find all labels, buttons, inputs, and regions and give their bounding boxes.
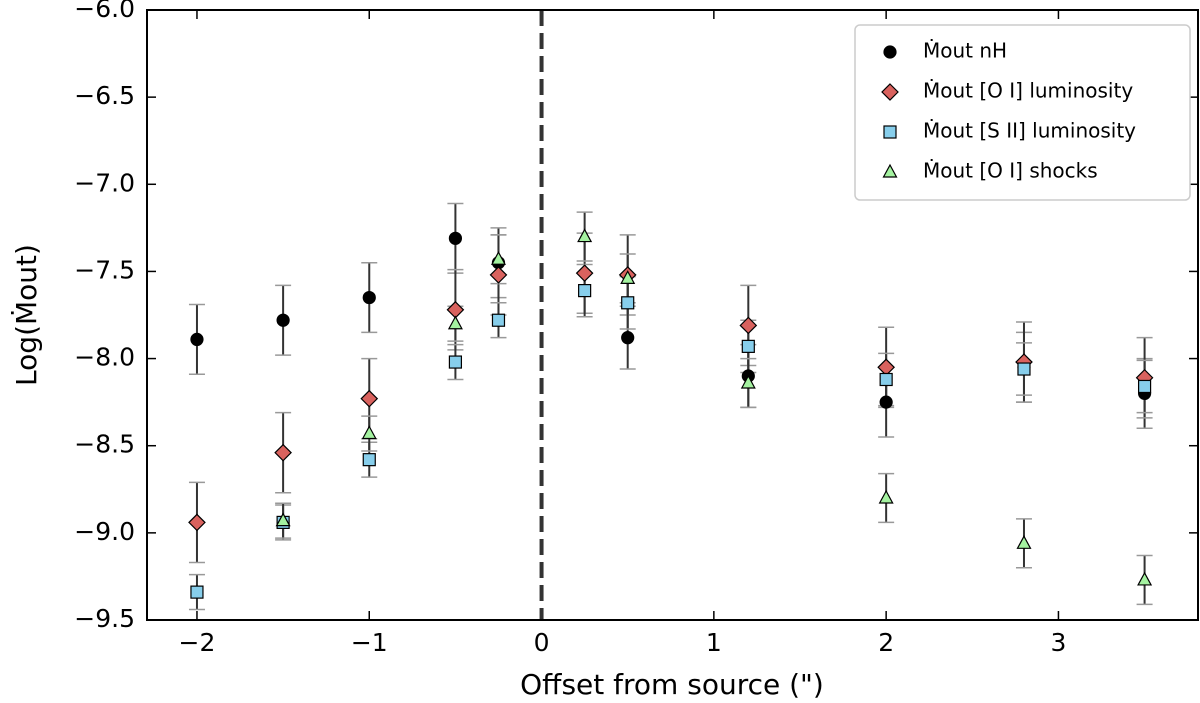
point [879,395,893,409]
point [741,339,755,353]
x-tick-label: 2 [878,628,894,657]
legend-label: Ṁout [S II] luminosity [923,119,1136,143]
legend-label: Ṁout [O I] luminosity [923,79,1133,103]
y-tick-label: −7.0 [74,168,135,197]
point [1016,535,1032,549]
point [739,316,758,335]
y-tick-label: −7.5 [74,255,135,284]
legend-label: Ṁout [O I] shocks [923,159,1098,183]
point [360,389,379,408]
point [1137,571,1153,586]
point [1137,379,1152,394]
y-tick-label: −9.5 [74,604,135,633]
legend-marker [883,125,897,139]
y-tick-label: −8.5 [74,430,135,459]
plot-frame [146,9,1199,621]
point [361,425,377,440]
point [448,231,463,245]
x-tick-label: 0 [534,628,550,657]
y-axis-label: Log(Ṁout) [10,244,43,386]
point [489,266,508,284]
x-tick-label: −1 [351,628,388,657]
x-tick-label: −2 [179,628,216,657]
point [621,331,635,345]
legend-label: Ṁout nH [923,39,1007,63]
point [362,290,376,305]
point [1017,362,1031,376]
point [879,372,893,387]
point [490,250,506,265]
x-axis-label: Offset from source (") [520,668,824,701]
point [190,332,204,346]
point [190,585,204,599]
x-tick-label: 3 [1050,628,1066,657]
point [448,355,463,369]
point [274,443,292,462]
point [878,489,894,504]
point [877,358,895,377]
point [620,270,636,284]
point [577,228,593,243]
legend-marker [883,45,897,59]
legend-box [854,24,1191,201]
y-tick-label: −6.5 [74,81,135,110]
y-tick-label: −8.0 [74,343,135,372]
legend-marker [881,83,899,101]
x-tick-label: 1 [706,628,722,657]
y-tick-label: −9.0 [74,517,135,546]
point [276,313,290,327]
point [447,315,463,330]
point [275,512,291,527]
point [362,453,376,467]
point [740,374,756,389]
point [491,313,506,327]
point [188,513,206,532]
legend-marker [882,163,898,178]
y-tick-label: −6.0 [74,0,135,23]
point [446,300,465,319]
point [575,264,594,283]
point [578,284,592,298]
point [621,296,635,310]
